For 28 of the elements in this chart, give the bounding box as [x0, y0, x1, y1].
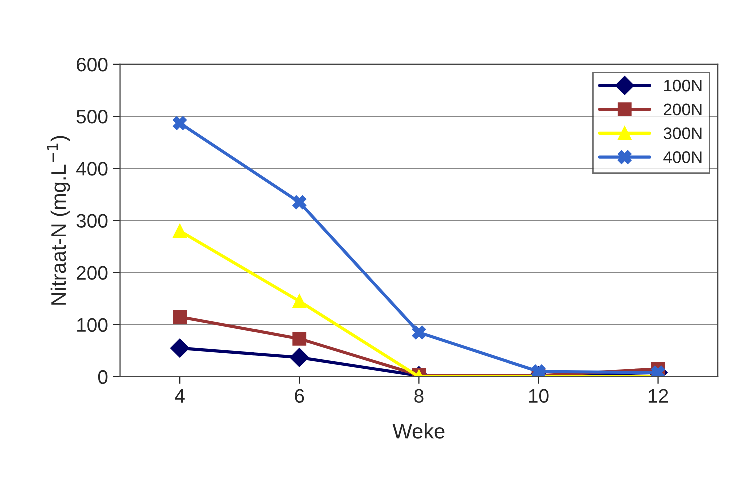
point — [292, 294, 307, 308]
point — [290, 348, 310, 368]
point — [412, 326, 426, 340]
y-axis-title: Nitraat-N (mg.L$^{−1}$) — [47, 136, 70, 305]
x-tick-label: 12 — [648, 389, 668, 403]
point — [173, 224, 188, 238]
point — [173, 310, 188, 324]
point — [532, 364, 546, 377]
y-tick-label: 100 — [78, 318, 108, 332]
legend-label: 100N — [664, 80, 702, 92]
point — [292, 196, 307, 210]
y-tick-label: 200 — [77, 266, 108, 280]
point — [170, 338, 190, 358]
x-tick-label: 10 — [529, 389, 549, 404]
legend-label: 200N — [664, 104, 702, 116]
x-tick-label: 8 — [414, 389, 424, 404]
y-tick-label: 300 — [76, 214, 108, 228]
x-tick-label: 4 — [175, 389, 185, 403]
point — [292, 332, 307, 346]
x-axis-title: Weke — [392, 424, 445, 439]
y-tick-label: 500 — [76, 110, 108, 124]
x-tick-label: 6 — [295, 389, 304, 404]
y-tick-label: 600 — [77, 58, 108, 72]
legend-label: 400N — [664, 152, 702, 164]
y-tick-label: 0 — [98, 370, 108, 384]
point — [173, 116, 188, 130]
legend-label: 300N — [664, 128, 702, 140]
y-tick-label: 400 — [76, 162, 108, 176]
